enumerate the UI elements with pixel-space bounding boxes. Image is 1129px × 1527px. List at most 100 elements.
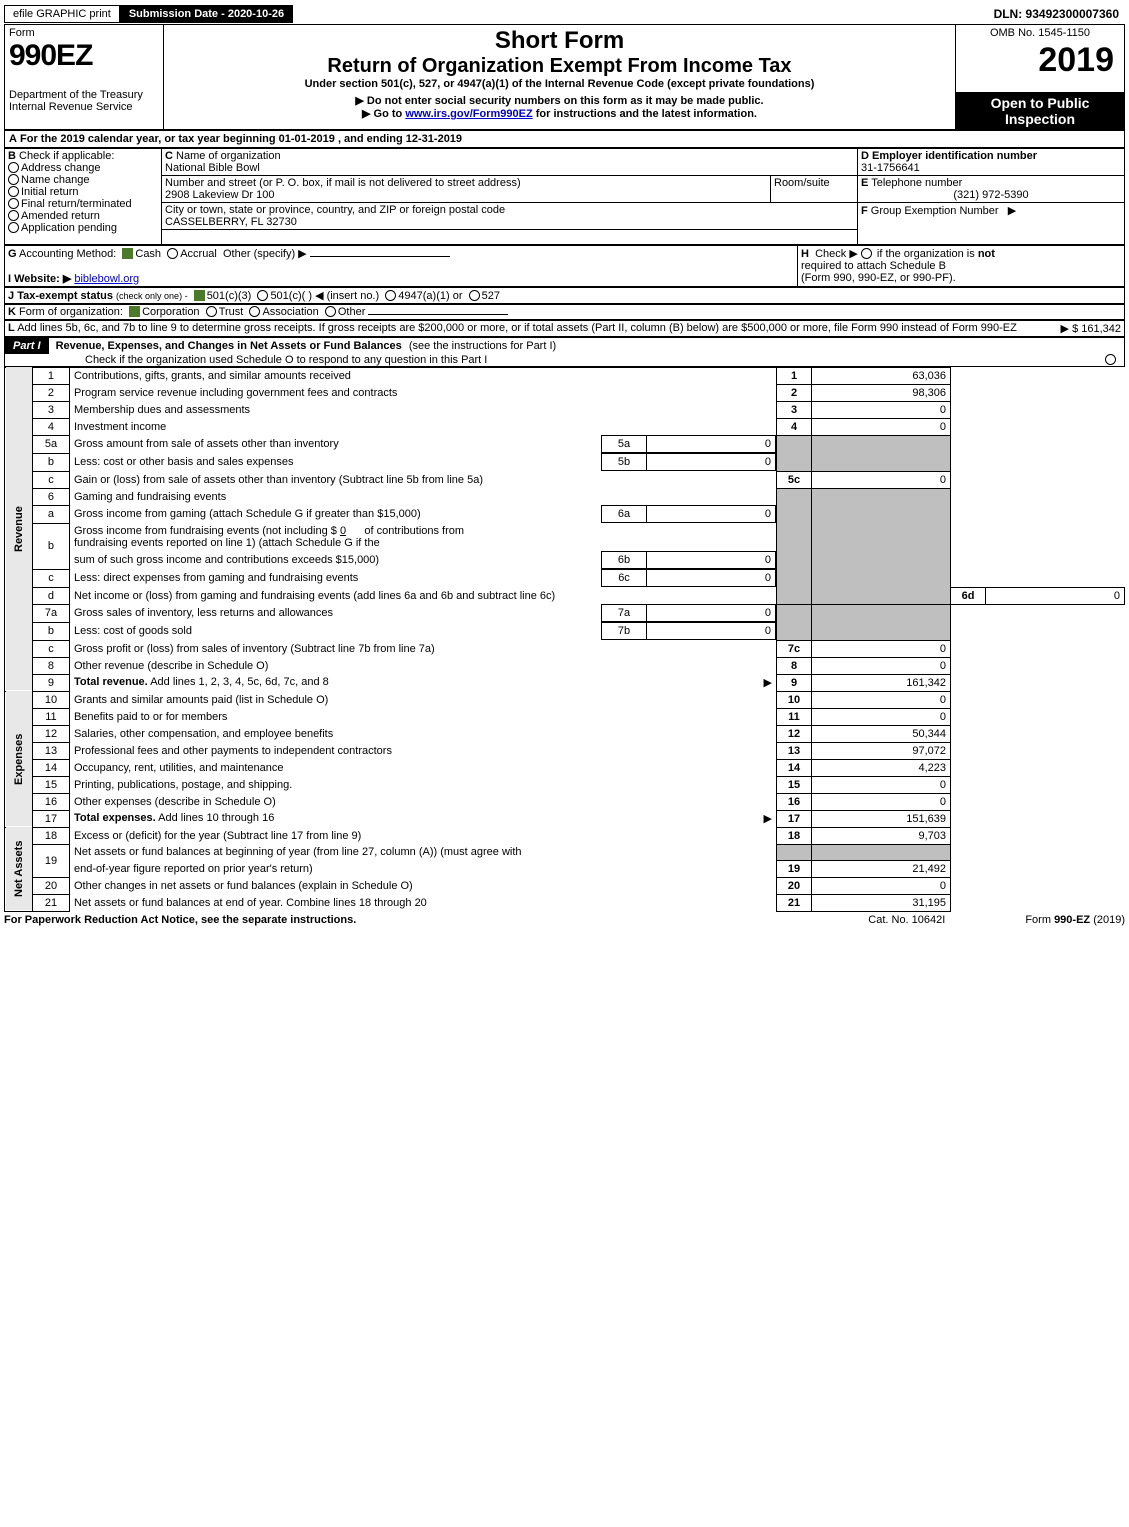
irs-link[interactable]: www.irs.gov/Form990EZ — [405, 108, 532, 120]
l7b-sn: 7b — [602, 623, 647, 640]
chk-501c[interactable] — [257, 290, 268, 301]
l11-val: 0 — [812, 708, 951, 725]
k-o1: Corporation — [142, 306, 199, 318]
l19-num: 19 — [777, 860, 812, 877]
l8-text: Other revenue (describe in Schedule O) — [74, 660, 268, 672]
h-checkbox[interactable] — [861, 248, 872, 259]
l6-text: Gaming and fundraising events — [74, 491, 226, 503]
l1-text: Contributions, gifts, grants, and simila… — [74, 370, 351, 382]
footer: For Paperwork Reduction Act Notice, see … — [4, 912, 1125, 928]
h-l3: (Form 990, 990-EZ, or 990-PF). — [801, 272, 956, 284]
chk-4947[interactable] — [385, 290, 396, 301]
l19-t2: end-of-year figure reported on prior yea… — [74, 863, 313, 875]
k-block: K Form of organization: Corporation Trus… — [4, 304, 1125, 320]
l1-num: 1 — [777, 367, 812, 384]
tax-year: 2019 — [960, 39, 1120, 82]
chk-other[interactable] — [325, 306, 336, 317]
l-text: Add lines 5b, 6c, and 7b to line 9 to de… — [17, 322, 1017, 334]
chk-accrual[interactable] — [167, 248, 178, 259]
line-a: A For the 2019 calendar year, or tax yea… — [4, 130, 1125, 148]
l19-text: Net assets or fund balances at beginning… — [74, 846, 522, 858]
org-name: National Bible Bowl — [165, 162, 260, 174]
g-other: Other (specify) ▶ — [223, 248, 307, 260]
j-o4: 527 — [482, 290, 500, 302]
l9-t2: Add lines 1, 2, 3, 4, 5c, 6d, 7c, and 8 — [150, 676, 329, 688]
submission-date-text: Submission Date - 2020-10-26 — [129, 8, 284, 20]
l2-val: 98,306 — [812, 384, 951, 401]
org-info-block: B Check if applicable: Address change Na… — [4, 148, 1125, 245]
d-label: Employer identification number — [872, 150, 1037, 162]
l2-text: Program service revenue including govern… — [74, 387, 397, 399]
efile-text: efile GRAPHIC print — [13, 8, 111, 20]
l7c-text: Gross profit or (loss) from sales of inv… — [74, 643, 435, 655]
j-block: J Tax-exempt status (check only one) - 5… — [4, 287, 1125, 304]
l15-text: Printing, publications, postage, and shi… — [74, 779, 292, 791]
b-opt-2[interactable]: Initial return — [21, 186, 78, 198]
c-addr-label: Number and street (or P. O. box, if mail… — [165, 177, 521, 189]
l6d-num: 6d — [951, 587, 986, 604]
line-a-text: For the 2019 calendar year, or tax year … — [20, 133, 462, 145]
h-rest: if the organization is — [877, 248, 975, 260]
l4-num: 4 — [777, 418, 812, 435]
title-short-form: Short Form — [168, 27, 951, 55]
b-opt-4[interactable]: Amended return — [21, 210, 100, 222]
l13-val: 97,072 — [812, 742, 951, 759]
l9-text: Total revenue. — [74, 676, 148, 688]
chk-trust[interactable] — [206, 306, 217, 317]
l13-num: 13 — [777, 742, 812, 759]
j-hint: (check only one) - — [116, 291, 188, 301]
l5b-sv: 0 — [647, 454, 776, 471]
k-o2: Trust — [219, 306, 244, 318]
k-label: Form of organization: — [19, 306, 123, 318]
net-assets-label: Net Assets — [5, 827, 33, 911]
l12-val: 50,344 — [812, 725, 951, 742]
chk-corp[interactable] — [129, 306, 140, 317]
form-header: Form 990EZ Department of the Treasury In… — [4, 24, 1125, 130]
g-label: Accounting Method: — [19, 248, 116, 260]
h-not: not — [978, 248, 995, 260]
part1-title: Revenue, Expenses, and Changes in Net As… — [52, 338, 406, 354]
l6a-sv: 0 — [647, 506, 776, 523]
l15-num: 15 — [777, 776, 812, 793]
l4-val: 0 — [812, 418, 951, 435]
l6c-sv: 0 — [647, 570, 776, 587]
footer-mid: Cat. No. 10642I — [868, 914, 945, 926]
title-return: Return of Organization Exempt From Incom… — [168, 55, 951, 78]
l17-num: 17 — [777, 810, 812, 827]
l3-num: 3 — [777, 401, 812, 418]
g-cash: Cash — [135, 248, 161, 260]
ln1: 1 — [32, 367, 69, 384]
b-opt-5[interactable]: Application pending — [21, 222, 117, 234]
l17-t2: Add lines 10 through 16 — [158, 812, 274, 824]
l18-val: 9,703 — [812, 827, 951, 844]
part1-checkbox[interactable] — [1105, 354, 1116, 365]
l12-num: 12 — [777, 725, 812, 742]
submission-date: Submission Date - 2020-10-26 — [120, 5, 293, 23]
chk-501c3[interactable] — [194, 290, 205, 301]
e-label: Telephone number — [871, 177, 962, 189]
chk-cash[interactable] — [122, 248, 133, 259]
h-check: Check ▶ — [815, 248, 858, 260]
part1-hint: (see the instructions for Part I) — [409, 340, 556, 352]
chk-527[interactable] — [469, 290, 480, 301]
efile-label: efile GRAPHIC print — [4, 5, 120, 23]
l14-num: 14 — [777, 759, 812, 776]
chk-assoc[interactable] — [249, 306, 260, 317]
top-bar: efile GRAPHIC print Submission Date - 20… — [4, 4, 1125, 24]
part1-check: Check if the organization used Schedule … — [5, 354, 487, 366]
f-label: Group Exemption Number — [871, 205, 999, 217]
l16-num: 16 — [777, 793, 812, 810]
org-city: CASSELBERRY, FL 32730 — [165, 216, 297, 228]
b-opt-1[interactable]: Name change — [21, 174, 90, 186]
b-opt-0[interactable]: Address change — [21, 162, 101, 174]
l7a-text: Gross sales of inventory, less returns a… — [74, 607, 333, 619]
l20-text: Other changes in net assets or fund bala… — [74, 880, 413, 892]
l7a-sv: 0 — [647, 605, 776, 622]
b-opt-3[interactable]: Final return/terminated — [21, 198, 132, 210]
gh-block: G Accounting Method: Cash Accrual Other … — [4, 245, 1125, 287]
j-o3: 4947(a)(1) or — [398, 290, 462, 302]
l10-num: 10 — [777, 691, 812, 708]
l6a-sn: 6a — [602, 506, 647, 523]
l6a-text: Gross income from gaming (attach Schedul… — [74, 508, 421, 520]
website-link[interactable]: biblebowl.org — [74, 273, 139, 285]
